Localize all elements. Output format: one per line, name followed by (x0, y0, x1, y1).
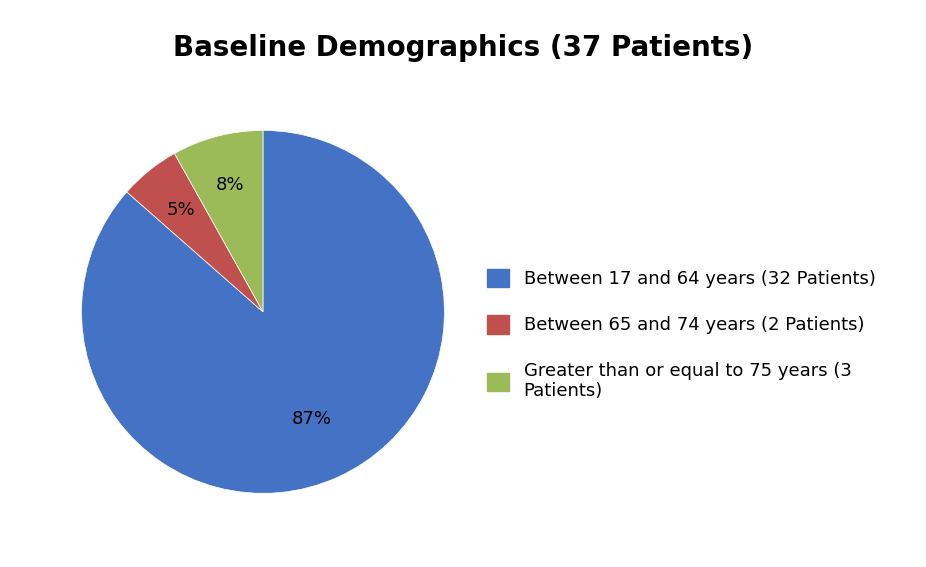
Text: 5%: 5% (167, 201, 195, 219)
Wedge shape (174, 130, 263, 312)
Text: 87%: 87% (292, 411, 332, 428)
Text: 8%: 8% (216, 176, 244, 194)
Wedge shape (81, 130, 444, 493)
Text: Baseline Demographics (37 Patients): Baseline Demographics (37 Patients) (173, 34, 753, 62)
Legend: Between 17 and 64 years (32 Patients), Between 65 and 74 years (2 Patients), Gre: Between 17 and 64 years (32 Patients), B… (487, 269, 875, 400)
Wedge shape (127, 154, 263, 312)
